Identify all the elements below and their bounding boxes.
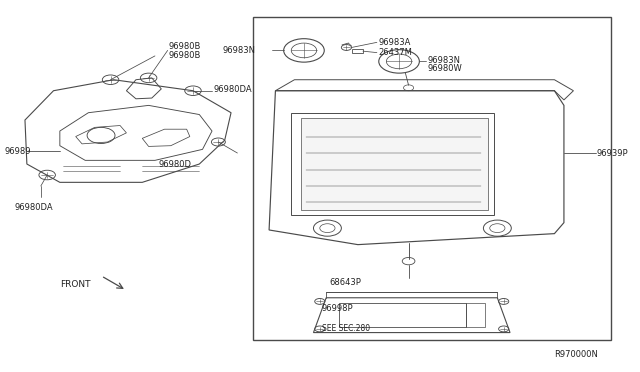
Text: 96983N: 96983N <box>428 56 461 65</box>
Text: 96939P: 96939P <box>597 148 628 157</box>
Bar <box>351 49 363 53</box>
Text: 96980D: 96980D <box>158 160 191 169</box>
Text: 96983A: 96983A <box>378 38 410 47</box>
Bar <box>301 118 488 210</box>
Bar <box>253 17 611 340</box>
Text: 26437M: 26437M <box>378 48 412 57</box>
Text: 96989: 96989 <box>4 147 31 156</box>
Text: 96980B: 96980B <box>169 51 201 60</box>
Text: 96998P: 96998P <box>322 304 353 313</box>
Text: 68643P: 68643P <box>330 278 361 286</box>
Text: R970000N: R970000N <box>554 350 598 359</box>
Text: 96980B: 96980B <box>169 42 201 51</box>
Text: 96983N: 96983N <box>222 46 255 55</box>
Text: SEE SEC.280: SEE SEC.280 <box>322 324 370 333</box>
Text: 96980W: 96980W <box>428 64 462 73</box>
Text: 96980DA: 96980DA <box>214 85 253 94</box>
Bar <box>291 113 494 215</box>
Bar <box>339 303 466 327</box>
Text: 96980DA: 96980DA <box>14 203 53 212</box>
Text: FRONT: FRONT <box>60 280 90 289</box>
